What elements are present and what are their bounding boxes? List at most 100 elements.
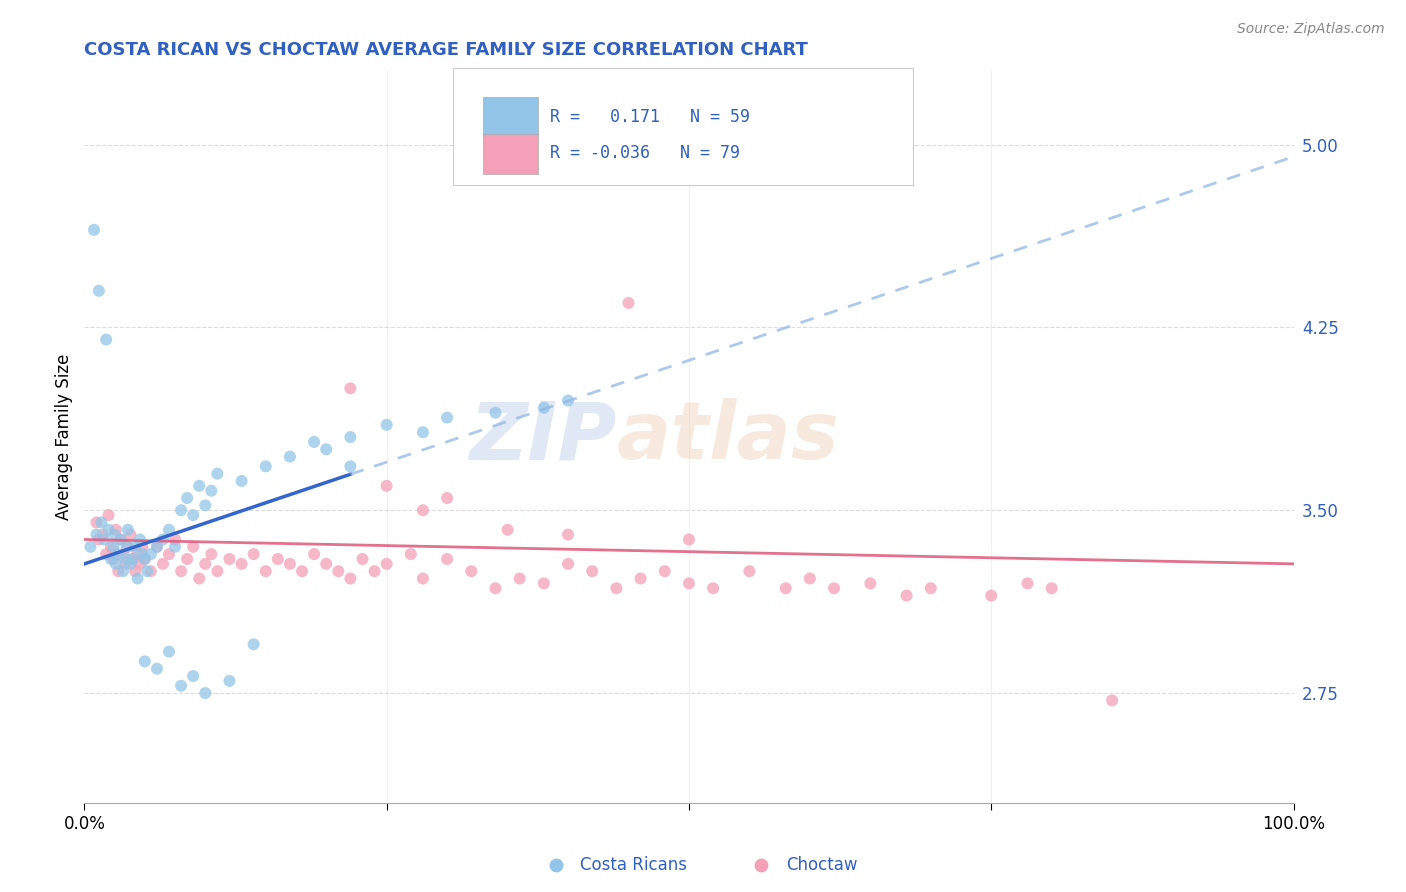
Point [170, 564, 193, 578]
Point [799, 572, 821, 586]
Text: Costa Ricans: Costa Ricans [581, 856, 688, 874]
Point [557, 527, 579, 541]
Point [460, 564, 482, 578]
Point [87, 284, 110, 298]
Point [165, 540, 187, 554]
Point [315, 557, 337, 571]
Text: R =   0.171   N = 59: R = 0.171 N = 59 [550, 108, 749, 126]
Point [181, 669, 204, 683]
Point [112, 564, 135, 578]
Point [176, 552, 198, 566]
Point [218, 552, 240, 566]
Point [188, 572, 211, 586]
Point [86, 527, 108, 541]
Point [157, 523, 180, 537]
Point [339, 459, 361, 474]
Point [83, 223, 105, 237]
Point [194, 686, 217, 700]
FancyBboxPatch shape [484, 97, 538, 137]
Point [200, 483, 222, 498]
Point [146, 540, 169, 554]
Point [112, 547, 135, 561]
Point [110, 533, 132, 547]
Point [509, 572, 531, 586]
Point [242, 547, 264, 561]
Point [146, 662, 169, 676]
Point [100, 540, 122, 554]
Point [86, 516, 108, 530]
Y-axis label: Average Family Size: Average Family Size [55, 354, 73, 520]
Point [194, 557, 217, 571]
Point [121, 552, 143, 566]
Point [920, 581, 942, 595]
Point [139, 547, 162, 561]
Point [152, 557, 174, 571]
Point [131, 547, 153, 561]
Point [339, 381, 361, 395]
Point [339, 430, 361, 444]
Point [654, 564, 676, 578]
Point [188, 479, 211, 493]
Point [775, 581, 797, 595]
Point [557, 393, 579, 408]
Point [436, 491, 458, 505]
Point [231, 474, 253, 488]
Point [412, 425, 434, 440]
Point [399, 547, 422, 561]
Point [859, 576, 882, 591]
Point [124, 540, 146, 554]
Text: Source: ZipAtlas.com: Source: ZipAtlas.com [1237, 22, 1385, 37]
Point [120, 527, 142, 541]
Point [170, 679, 193, 693]
Point [104, 523, 127, 537]
Point [302, 434, 325, 449]
Text: R = -0.036   N = 79: R = -0.036 N = 79 [550, 145, 740, 162]
Point [557, 557, 579, 571]
Point [823, 581, 845, 595]
Point [127, 547, 149, 561]
Point [375, 557, 398, 571]
Point [231, 557, 253, 571]
Point [129, 557, 152, 571]
Point [87, 533, 110, 547]
Point [267, 552, 290, 566]
Point [436, 410, 458, 425]
Point [104, 557, 127, 571]
Point [496, 523, 519, 537]
Point [678, 533, 700, 547]
Point [93, 533, 115, 547]
Point [678, 576, 700, 591]
Point [412, 572, 434, 586]
FancyBboxPatch shape [453, 68, 912, 185]
Point [170, 503, 193, 517]
Point [533, 576, 555, 591]
Text: ZIP: ZIP [470, 398, 616, 476]
Point [134, 552, 156, 566]
Point [181, 508, 204, 522]
Point [134, 552, 156, 566]
Point [484, 406, 506, 420]
Point [278, 450, 301, 464]
Point [176, 491, 198, 505]
Point [121, 552, 143, 566]
Point [291, 564, 314, 578]
Point [136, 564, 159, 578]
Point [702, 581, 724, 595]
FancyBboxPatch shape [484, 134, 538, 174]
Point [375, 479, 398, 493]
Point [533, 401, 555, 415]
Point [117, 523, 139, 537]
Point [339, 572, 361, 586]
Point [124, 564, 146, 578]
Point [352, 552, 374, 566]
Point [115, 540, 138, 554]
Text: COSTA RICAN VS CHOCTAW AVERAGE FAMILY SIZE CORRELATION CHART: COSTA RICAN VS CHOCTAW AVERAGE FAMILY SI… [84, 41, 808, 59]
Point [207, 467, 229, 481]
Point [114, 552, 136, 566]
Point [103, 540, 125, 554]
Point [91, 527, 114, 541]
Point [218, 673, 240, 688]
Point [181, 540, 204, 554]
Point [134, 654, 156, 668]
Point [157, 547, 180, 561]
